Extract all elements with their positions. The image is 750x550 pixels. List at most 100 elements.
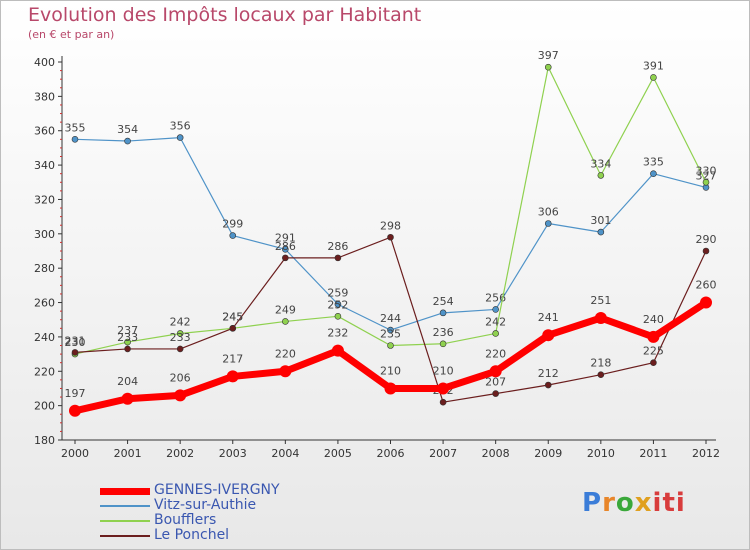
data-label-gennes-ivergny-2010: 251 [590,294,611,307]
point-gennes-ivergny-2001 [121,392,134,405]
y-tick-label-240: 240 [34,331,55,344]
data-label-vitz-sur-authie-2007: 254 [433,295,454,308]
x-tick-label-2008: 2008 [482,447,510,460]
data-label-boufflers-2008: 242 [485,315,506,328]
data-label-vitz-sur-authie-2004: 291 [275,231,296,244]
legend-swatch-vitz-sur-authie [100,505,150,507]
data-label-vitz-sur-authie-2000: 355 [65,121,86,134]
point-gennes-ivergny-2012 [700,296,712,309]
data-label-boufflers-2005: 252 [327,298,348,311]
data-label-le-ponchel-2006: 298 [380,219,401,232]
data-label-vitz-sur-authie-2005: 259 [327,286,348,299]
y-tick-label-200: 200 [34,400,55,413]
x-tick-label-2009: 2009 [534,447,562,460]
y-tick-label-260: 260 [34,297,55,310]
point-vitz-sur-authie-2011 [650,170,657,177]
point-gennes-ivergny-2003 [226,370,239,383]
x-tick-label-2000: 2000 [61,447,89,460]
point-boufflers-2005 [334,312,342,320]
point-le-ponchel-2001 [124,345,131,353]
line-chart: 180 200 220 240 260 280 300 320 340 360 380 400 2000… [34,49,720,460]
x-tick-label-2011: 2011 [639,447,667,460]
point-gennes-ivergny-2011 [647,330,660,343]
y-tick-label-340: 340 [34,159,55,172]
x-tick-label-2012: 2012 [692,447,720,460]
point-vitz-sur-authie-2003 [229,232,237,239]
data-label-gennes-ivergny-2000: 197 [65,387,86,400]
legend-swatch-le-ponchel [100,535,150,537]
y-tick-label-400: 400 [34,56,55,69]
data-label-vitz-sur-authie-2011: 335 [643,156,664,169]
x-tick-label-2004: 2004 [271,447,299,460]
point-boufflers-2010 [597,172,605,179]
data-label-boufflers-2009: 397 [538,49,559,62]
point-vitz-sur-authie-2002 [176,134,184,141]
chart-title: Evolution des Impôts locaux par Habitant [28,4,422,26]
x-tick-label-2005: 2005 [324,447,352,460]
point-le-ponchel-2002 [176,345,184,353]
data-label-vitz-sur-authie-2010: 301 [590,214,611,227]
point-gennes-ivergny-2007 [437,382,450,395]
data-label-gennes-ivergny-2008: 220 [485,347,506,360]
point-gennes-ivergny-2006 [384,382,397,395]
point-le-ponchel-2007 [439,398,447,406]
point-le-ponchel-2005 [334,254,342,262]
point-gennes-ivergny-2002 [174,389,187,402]
y-tick-label-380: 380 [34,90,55,103]
point-le-ponchel-2003 [229,325,237,332]
data-label-le-ponchel-2010: 218 [590,357,611,370]
data-label-le-ponchel-2011: 225 [643,345,664,358]
point-le-ponchel-2006 [387,233,394,241]
point-le-ponchel-2011 [650,359,657,366]
point-vitz-sur-authie-2010 [597,228,605,236]
data-label-vitz-sur-authie-2008: 256 [485,291,506,304]
data-label-vitz-sur-authie-2003: 299 [222,218,243,231]
data-label-gennes-ivergny-2004: 220 [275,347,296,360]
point-vitz-sur-authie-2009 [544,220,552,227]
legend-swatch-gennes-ivergny [100,487,150,495]
data-label-gennes-ivergny-2012: 260 [696,279,717,292]
data-label-le-ponchel-2009: 212 [538,367,559,380]
point-le-ponchel-2008 [492,390,499,397]
legend-label-boufflers: Boufflers [154,512,217,528]
x-tick-label-2002: 2002 [166,447,194,460]
data-label-vitz-sur-authie-2002: 356 [170,120,191,133]
legend-label-le-ponchel: Le Ponchel [154,527,230,543]
point-boufflers-2002 [176,330,184,337]
data-label-gennes-ivergny-2011: 240 [643,313,664,326]
data-label-boufflers-2004: 249 [275,303,296,316]
point-boufflers-2011 [650,74,657,81]
point-vitz-sur-authie-2005 [334,300,342,308]
data-label-le-ponchel-2003: 245 [222,310,243,323]
point-vitz-sur-authie-2001 [124,137,131,145]
chart-subtitle: (en € et par an) [28,28,115,41]
data-label-vitz-sur-authie-2001: 354 [117,123,138,136]
data-label-gennes-ivergny-2003: 217 [222,352,243,365]
data-label-boufflers-2003: 245 [222,310,243,323]
y-tick-label-220: 220 [34,365,55,378]
x-tick-label-2001: 2001 [114,447,142,460]
data-label-gennes-ivergny-2005: 232 [327,327,348,340]
data-label-boufflers-2011: 391 [643,59,664,72]
y-tick-label-300: 300 [34,228,55,241]
data-label-le-ponchel-2012: 290 [696,233,717,246]
y-tick-label-320: 320 [34,193,55,206]
point-vitz-sur-authie-2007 [439,309,447,317]
data-label-vitz-sur-authie-2006: 244 [380,312,401,325]
data-label-gennes-ivergny-2009: 241 [538,311,559,324]
legend-label-vitz-sur-authie: Vitz-sur-Authie [154,497,257,513]
y-tick-label-360: 360 [34,125,55,138]
point-le-ponchel-2000 [71,349,79,356]
data-label-boufflers-2002: 242 [170,315,191,328]
point-gennes-ivergny-2005 [331,344,344,357]
point-gennes-ivergny-2000 [69,404,81,417]
point-vitz-sur-authie-2006 [387,326,394,334]
point-boufflers-2001 [124,338,131,346]
point-vitz-sur-authie-2004 [282,245,289,253]
y-tick-label-180: 180 [34,434,55,447]
data-label-boufflers-2001: 237 [117,324,138,337]
x-tick-label-2006: 2006 [377,447,405,460]
x-tick-label-2010: 2010 [587,447,615,460]
point-boufflers-2006 [387,342,394,349]
